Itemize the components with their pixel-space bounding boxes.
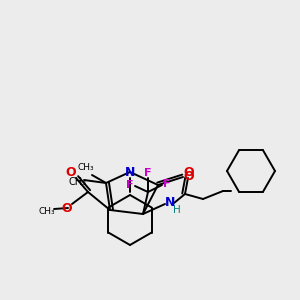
Text: CH₃: CH₃ [69,177,87,187]
Text: O: O [184,166,194,178]
Text: N: N [125,166,135,178]
Text: O: O [62,202,72,215]
Text: H: H [173,205,181,215]
Text: F: F [144,168,152,178]
Text: N: N [165,196,175,209]
Text: F: F [163,179,171,189]
Text: CH₃: CH₃ [78,163,94,172]
Text: O: O [66,167,76,179]
Text: F: F [126,180,134,190]
Text: CH₃: CH₃ [39,206,55,215]
Text: O: O [184,169,194,182]
